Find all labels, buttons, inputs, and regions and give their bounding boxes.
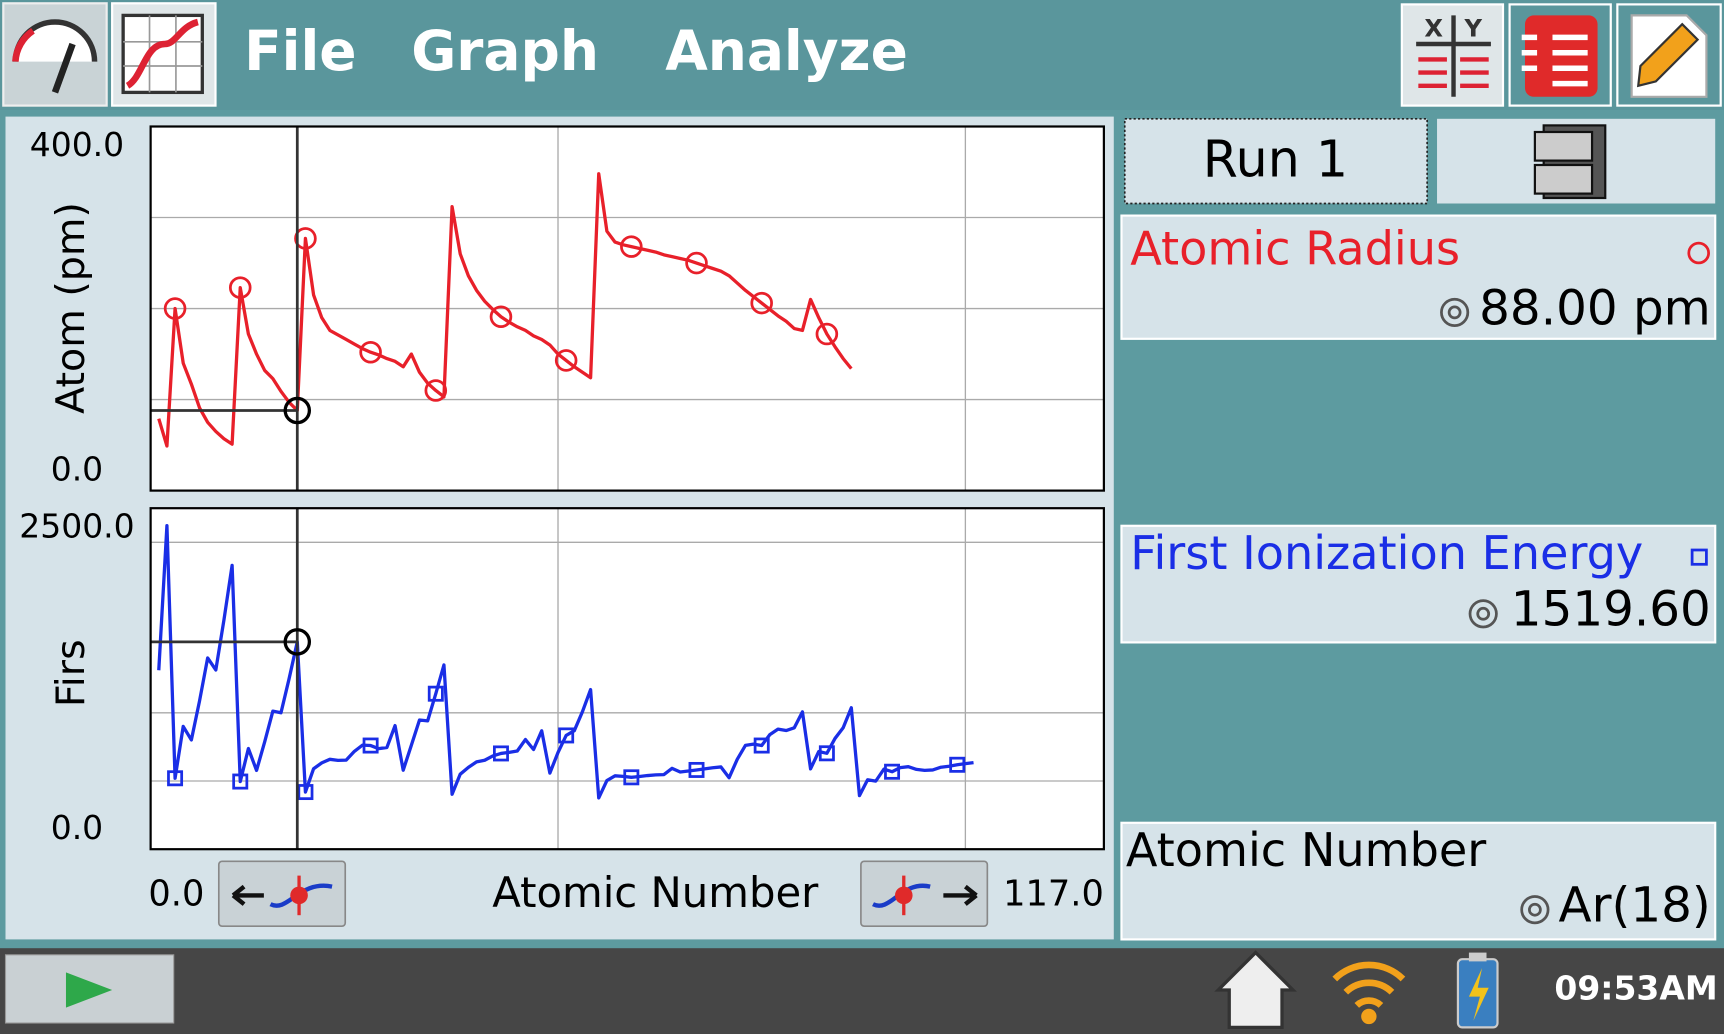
data-marker bbox=[489, 305, 513, 329]
scroll-right-button[interactable] bbox=[860, 860, 989, 928]
data-marker bbox=[228, 276, 252, 299]
x-tick-label: 0.0 bbox=[148, 873, 204, 914]
data-marker bbox=[623, 769, 640, 786]
play-button[interactable] bbox=[4, 954, 175, 1024]
data-marker bbox=[949, 756, 966, 773]
cursor-icon bbox=[1468, 599, 1498, 629]
data-marker bbox=[818, 745, 835, 762]
legend-marker bbox=[1687, 241, 1710, 265]
svg-text:Y: Y bbox=[1464, 15, 1483, 43]
legend-marker bbox=[1690, 548, 1708, 566]
data-marker bbox=[884, 763, 901, 780]
battery-icon bbox=[1456, 952, 1499, 1029]
graphs: 0.0 400.0 Atom (pm) 0.0 2500.0 Firs 0.0 117.0 At… bbox=[19, 125, 1105, 917]
run-button[interactable]: Run 1 bbox=[1123, 117, 1428, 205]
meter-label: Atomic Number bbox=[1126, 823, 1486, 877]
data-marker bbox=[167, 770, 184, 787]
meter-icon[interactable] bbox=[2, 2, 108, 107]
data-marker bbox=[362, 737, 379, 754]
data-marker bbox=[558, 727, 575, 744]
data-marker bbox=[294, 227, 317, 250]
data-marker bbox=[359, 340, 382, 364]
data-marker bbox=[750, 291, 773, 315]
notebook-icon[interactable] bbox=[1616, 3, 1722, 107]
menu-item[interactable]: File bbox=[244, 19, 356, 83]
menu-item[interactable]: Analyze bbox=[665, 19, 908, 83]
plot-area bbox=[150, 508, 1104, 850]
data-line bbox=[157, 172, 853, 448]
data-marker bbox=[688, 761, 705, 778]
plot-border bbox=[149, 125, 1105, 492]
data-marker bbox=[232, 773, 249, 790]
meter-reading: 1519.60 bbox=[1511, 582, 1711, 638]
y-tick-label: 400.0 bbox=[30, 125, 124, 164]
data-marker bbox=[815, 322, 839, 346]
wifi-icon bbox=[1332, 961, 1406, 1025]
meter-ionization[interactable]: First Ionization Energy 1519.60 bbox=[1120, 524, 1717, 644]
data-marker bbox=[554, 349, 578, 372]
home-icon[interactable] bbox=[1214, 950, 1297, 1030]
menu-item[interactable]: Graph bbox=[411, 19, 599, 83]
y-axis-label: Firs bbox=[48, 639, 94, 707]
y-tick-label: 0.0 bbox=[51, 808, 103, 847]
svg-text:X: X bbox=[1424, 15, 1443, 43]
run-label: Run 1 bbox=[1203, 129, 1348, 188]
cursor-icon bbox=[1440, 297, 1470, 327]
cursor-point bbox=[283, 628, 312, 656]
data-marker bbox=[493, 745, 509, 762]
meter-radius[interactable]: Atomic Radius 88.00 pm bbox=[1120, 214, 1717, 340]
meter-reading: 88.00 pm bbox=[1479, 280, 1711, 336]
status-bar bbox=[0, 948, 1724, 1034]
cursor-point bbox=[283, 396, 312, 425]
data-marker bbox=[753, 737, 770, 754]
cursor-icon bbox=[1520, 895, 1550, 925]
notes-icon[interactable] bbox=[1508, 3, 1612, 107]
y-tick-label: 2500.0 bbox=[19, 506, 134, 545]
menu-bar: File Graph Analyze bbox=[244, 19, 908, 83]
meter-atomic-number[interactable]: Atomic Number Ar(18) bbox=[1120, 821, 1717, 941]
meter-label: First Ionization Energy bbox=[1130, 526, 1643, 580]
x-axis-label: Atomic Number bbox=[492, 868, 819, 917]
plot-border bbox=[149, 507, 1105, 851]
x-tick-label: 117.0 bbox=[1003, 873, 1104, 914]
data-marker bbox=[427, 685, 444, 702]
graph-icon[interactable] bbox=[111, 2, 217, 107]
meter-reading: Ar(18) bbox=[1559, 878, 1711, 934]
data-set-button[interactable] bbox=[1437, 118, 1716, 204]
data-marker bbox=[297, 784, 314, 801]
data-marker bbox=[685, 251, 708, 275]
data-marker bbox=[620, 235, 643, 258]
meter-label: Atomic Radius bbox=[1130, 221, 1460, 275]
clock: 09:53AM bbox=[1554, 968, 1717, 1007]
data-marker bbox=[424, 379, 448, 402]
scroll-left-button[interactable] bbox=[217, 860, 347, 928]
data-marker bbox=[163, 297, 187, 320]
table-icon[interactable]: X Y bbox=[1400, 3, 1505, 107]
y-axis-label: Atom (pm) bbox=[48, 202, 94, 414]
y-tick-label: 0.0 bbox=[51, 449, 103, 488]
